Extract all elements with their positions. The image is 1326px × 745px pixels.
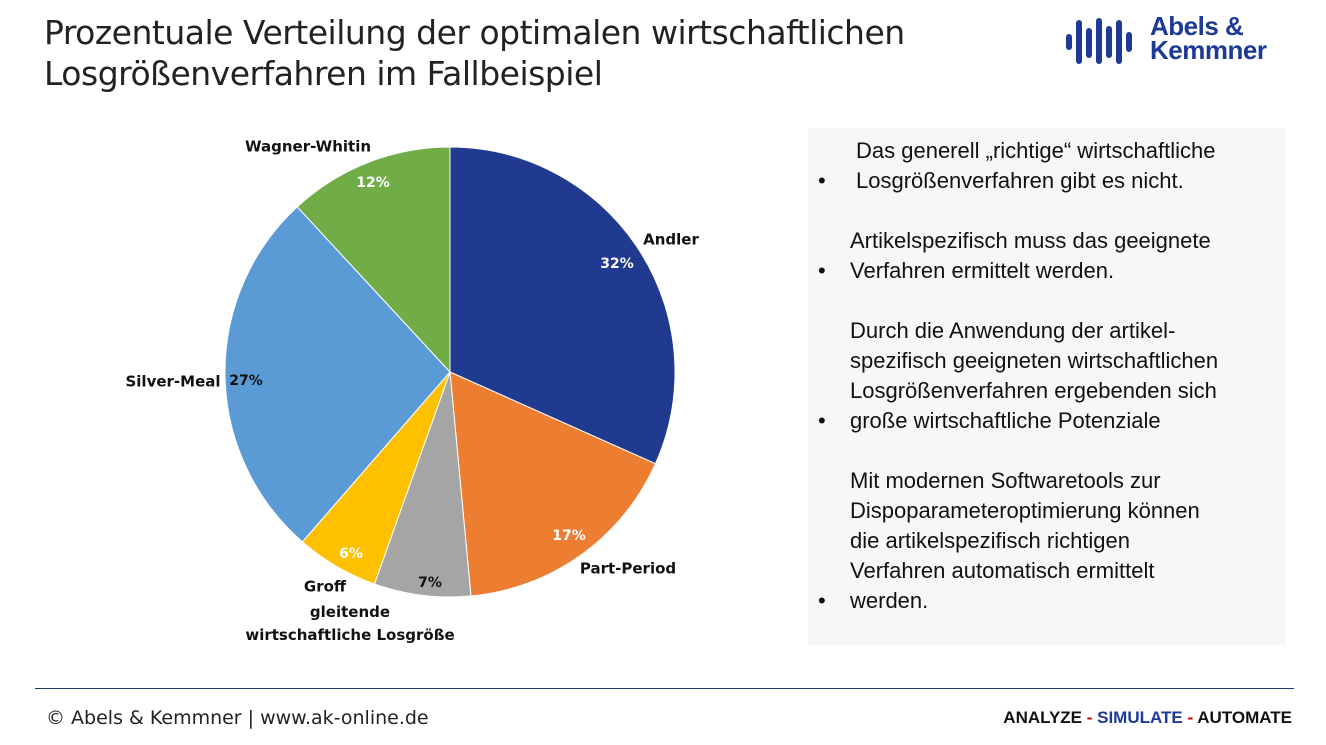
pie-chart (224, 146, 676, 598)
slogan-part: AUTOMATE (1197, 708, 1292, 727)
value-label: 7% (418, 575, 442, 591)
footer-rule (35, 688, 1294, 689)
category-label: gleitende wirtschaftliche Losgröße (245, 603, 455, 644)
value-label: 32% (600, 256, 634, 272)
bullet-box: Das generell „richtige“ wirtschaftliche … (808, 128, 1285, 645)
slogan-part: ANALYZE (1003, 708, 1083, 727)
category-label: Andler (643, 230, 699, 249)
category-label: Groff (303, 577, 347, 596)
bullet-text: Artikelspezifisch muss das geeignete Ver… (818, 226, 1211, 286)
copyright: © Abels & Kemmner | www.ak-online.de (46, 707, 429, 729)
category-label: Part-Period (579, 559, 677, 578)
value-label: 27% (229, 373, 263, 389)
value-label: 12% (356, 175, 390, 191)
bullet-text: Durch die Anwendung der artikel- spezifi… (818, 316, 1218, 436)
bullet-dot: • (818, 408, 826, 433)
bullet-text: Mit modernen Softwaretools zur Dispopara… (818, 466, 1200, 616)
bullet-dot: • (818, 258, 826, 283)
pie-slice (449, 371, 657, 597)
slogan: ANALYZE - SIMULATE - AUTOMATE (1003, 708, 1292, 728)
bullet-text: Das generell „richtige“ wirtschaftliche … (818, 136, 1215, 196)
slide-title: Prozentuale Verteilung der optimalen wir… (44, 13, 905, 93)
value-label: 17% (552, 528, 586, 544)
pie-slice (224, 206, 451, 543)
category-label: Silver-Meal (125, 372, 221, 391)
slogan-part: - (1182, 708, 1198, 727)
pie-slice (296, 146, 451, 374)
value-label: 6% (339, 546, 363, 562)
slogan-part: SIMULATE (1097, 708, 1183, 727)
pie-slice (449, 146, 676, 465)
category-label: Wagner-Whitin (244, 137, 372, 156)
bullet-dot: • (818, 168, 826, 193)
bullet-dot: • (818, 588, 826, 613)
logo-icon (1066, 18, 1132, 64)
logo-text: Abels & Kemmner (1150, 11, 1267, 65)
slogan-part: - (1082, 708, 1098, 727)
